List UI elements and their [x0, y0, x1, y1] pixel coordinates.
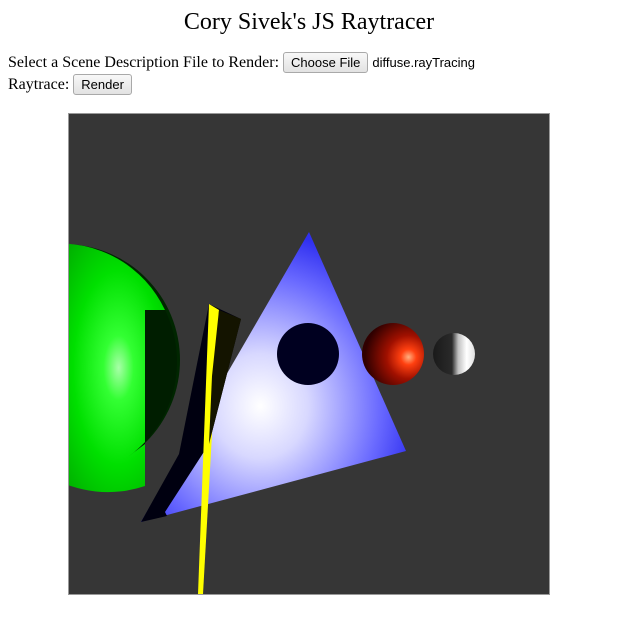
raytrace-row: Raytrace: Render: [8, 74, 132, 95]
dark-sphere: [277, 323, 339, 385]
white-sphere: [433, 333, 475, 375]
choose-file-button[interactable]: Choose File: [283, 52, 369, 73]
page-title: Cory Sivek's JS Raytracer: [183, 9, 435, 35]
red-sphere: [362, 323, 424, 385]
render-button[interactable]: Render: [73, 74, 132, 95]
file-select-label: Select a Scene Description File to Rende…: [8, 53, 280, 71]
rendered-scene: [69, 232, 475, 594]
yellow-plane: [198, 304, 241, 594]
blue-triangle: [141, 232, 406, 522]
render-canvas: [68, 113, 550, 595]
file-select-row: Select a Scene Description File to Rende…: [8, 52, 475, 73]
raytrace-label: Raytrace:: [8, 75, 70, 93]
selected-file-name: diffuse.rayTracing: [372, 54, 476, 70]
green-sphere: [69, 243, 180, 493]
